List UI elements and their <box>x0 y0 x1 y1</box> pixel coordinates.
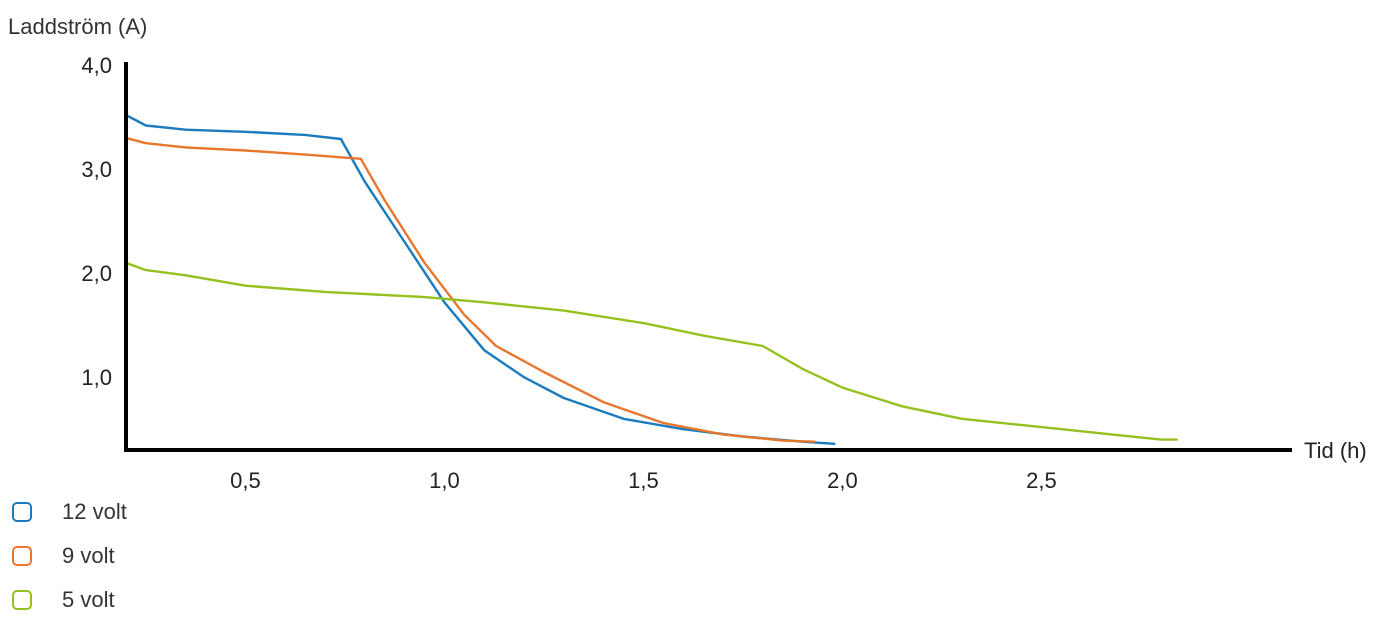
series-line-2 <box>124 136 816 443</box>
y-tick-label: 3,0 <box>81 157 112 182</box>
legend-swatch <box>12 590 32 610</box>
legend-swatch <box>12 502 32 522</box>
legend-item: 9 volt <box>12 534 127 578</box>
y-tick-label: 1,0 <box>81 365 112 390</box>
y-tick-label: 2,0 <box>81 261 112 286</box>
series-layer <box>124 113 1178 445</box>
legend-label: 12 volt <box>62 499 127 524</box>
x-tick-label: 1,0 <box>429 468 460 493</box>
x-tick-label: 1,5 <box>628 468 659 493</box>
x-tick-label: 2,0 <box>827 468 858 493</box>
series-line-3 <box>124 261 1178 441</box>
y-axis-title: Laddström (A) <box>8 14 148 39</box>
y-tick-label: 4,0 <box>81 53 112 78</box>
legend-swatch <box>12 546 32 566</box>
legend-label: 5 volt <box>62 587 115 612</box>
legend: 12 volt 9 volt 5 volt <box>12 490 127 622</box>
x-axis-title: Tid (h) <box>1304 438 1367 463</box>
x-tick-label: 2,5 <box>1026 468 1057 493</box>
legend-item: 12 volt <box>12 490 127 534</box>
legend-label: 9 volt <box>62 543 115 568</box>
axes-layer <box>124 62 1292 452</box>
series-line-1 <box>124 113 836 445</box>
legend-item: 5 volt <box>12 578 127 622</box>
ticks-layer: 1,0 2,0 3,0 4,0 0,5 1,0 1,5 2,0 2,5 Tid (h) <box>81 53 1366 493</box>
x-tick-label: 0,5 <box>230 468 261 493</box>
